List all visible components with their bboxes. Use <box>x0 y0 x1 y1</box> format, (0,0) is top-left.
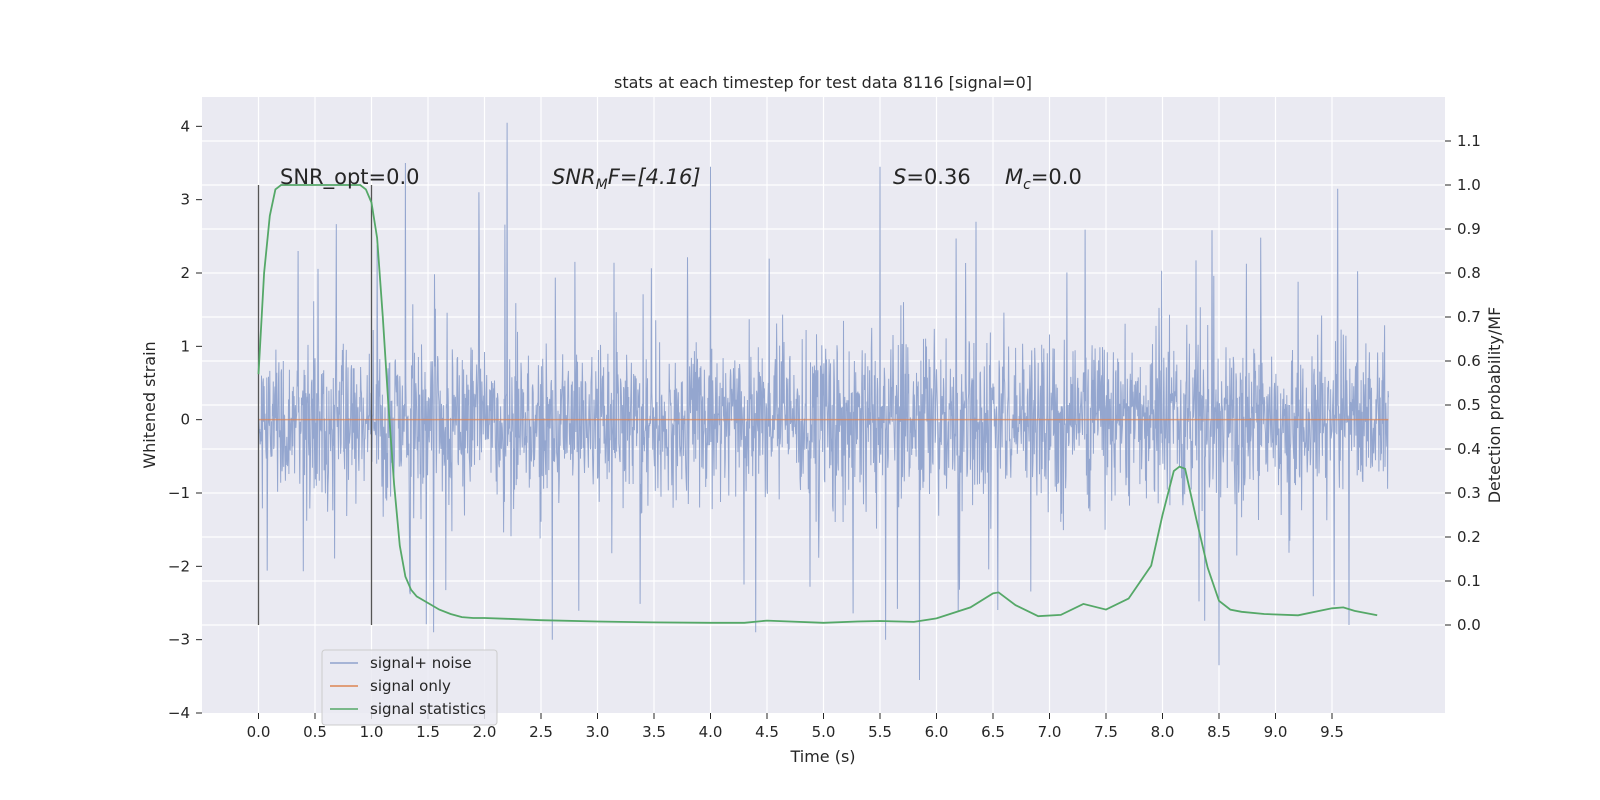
annotations: SNR_opt=0.0 SNRMF=[4.16] S=0.36 Mc=0.0 <box>280 165 1082 193</box>
y2-tick-label-9: 0.2 <box>1457 528 1481 546</box>
series-signal-noise-line <box>258 122 1389 681</box>
y2-tick-label-3: 0.8 <box>1457 264 1481 282</box>
x-tick-label-15: 7.5 <box>1094 723 1118 741</box>
annotation-mc-value: =0.0 <box>1031 165 1082 189</box>
annotation-mc-symbol: M <box>1005 165 1023 189</box>
legend-label-signal-only: signal only <box>370 677 451 695</box>
annotation-snr-opt: SNR_opt=0.0 <box>280 165 420 190</box>
x-tick-label-8: 4.0 <box>699 723 723 741</box>
legend-box <box>321 649 498 726</box>
annotation-snr-mf-value: F=[4.16] <box>608 165 701 189</box>
y-tick-label-4: 0 <box>180 411 190 429</box>
y-tick-label-0: 4 <box>180 117 190 135</box>
x-tick-label-14: 7.0 <box>1038 723 1062 741</box>
annotation-snr-mf: SNRMF=[4.16] <box>552 165 701 193</box>
x-tick-label-2: 1.0 <box>360 723 384 741</box>
x-tick-label-18: 9.0 <box>1264 723 1288 741</box>
y-tick-label-7: −3 <box>168 631 190 649</box>
y2-tick-label-6: 0.5 <box>1457 396 1481 414</box>
annotation-snr-mf-symbol: SNR <box>552 165 596 189</box>
x-axis-ticks: 0.0 0.5 1.0 1.5 2.0 2.5 3.0 3.5 4.0 4.5 5.0 5.5 6.0 6… <box>247 713 1344 741</box>
x-tick-label-10: 5.0 <box>812 723 836 741</box>
x-tick-label-11: 5.5 <box>868 723 892 741</box>
x-tick-label-13: 6.5 <box>981 723 1005 741</box>
y2-axis-label: Detection probability/MF <box>1485 307 1504 504</box>
series-signal-noise <box>258 122 1389 681</box>
x-tick-label-9: 4.5 <box>755 723 779 741</box>
y2-tick-label-1: 1.0 <box>1457 176 1481 194</box>
y2-tick-label-11: 0.0 <box>1457 616 1481 634</box>
y2-tick-label-2: 0.9 <box>1457 220 1481 238</box>
y2-tick-label-4: 0.7 <box>1457 308 1481 326</box>
annotation-s: S=0.36 <box>893 165 971 189</box>
y2-tick-label-10: 0.1 <box>1457 572 1481 590</box>
y-tick-label-6: −2 <box>168 557 190 575</box>
y2-tick-label-8: 0.3 <box>1457 484 1481 502</box>
y2-axis-ticks: 1.1 1.0 0.9 0.8 0.7 0.6 0.5 0.4 0.3 0.2 0.1 0.0 <box>1445 132 1481 634</box>
y2-tick-label-5: 0.6 <box>1457 352 1481 370</box>
x-tick-label-3: 1.5 <box>416 723 440 741</box>
y-tick-label-2: 2 <box>180 264 190 282</box>
y-tick-label-5: −1 <box>168 484 190 502</box>
x-tick-label-12: 6.0 <box>925 723 949 741</box>
legend: signal+ noise signal only signal statist… <box>321 649 498 726</box>
legend-label-signal-noise: signal+ noise <box>370 654 472 672</box>
y-axis-ticks: 4 3 2 1 0 −1 −2 −3 −4 <box>168 117 202 722</box>
y-tick-label-8: −4 <box>168 704 190 722</box>
legend-label-signal-statistics: signal statistics <box>370 700 486 718</box>
annotation-snr-mf-subscript: M <box>596 177 608 193</box>
x-tick-label-6: 3.0 <box>586 723 610 741</box>
x-tick-label-16: 8.0 <box>1151 723 1175 741</box>
x-tick-label-19: 9.5 <box>1320 723 1344 741</box>
x-tick-label-1: 0.5 <box>303 723 327 741</box>
x-tick-label-0: 0.0 <box>247 723 271 741</box>
y2-tick-label-7: 0.4 <box>1457 440 1481 458</box>
series-signal-statistics <box>257 184 1378 624</box>
chart-title: stats at each timestep for test data 811… <box>614 73 1032 92</box>
marker-lines <box>257 185 373 625</box>
y-tick-label-3: 1 <box>180 337 190 355</box>
series-signal-statistics-line <box>257 184 1378 624</box>
y2-tick-label-0: 1.1 <box>1457 132 1481 150</box>
x-axis-label: Time (s) <box>789 747 855 766</box>
y-axis-label: Whitened strain <box>140 341 159 468</box>
y-tick-label-1: 3 <box>180 191 190 209</box>
annotation-mc-subscript: c <box>1023 177 1031 193</box>
x-tick-label-4: 2.0 <box>473 723 497 741</box>
x-tick-label-5: 2.5 <box>529 723 553 741</box>
annotation-s-value: =0.36 <box>906 165 970 189</box>
x-tick-label-17: 8.5 <box>1207 723 1231 741</box>
x-tick-label-7: 3.5 <box>642 723 666 741</box>
annotation-mc: Mc=0.0 <box>1005 165 1082 193</box>
annotation-s-symbol: S <box>893 165 906 189</box>
